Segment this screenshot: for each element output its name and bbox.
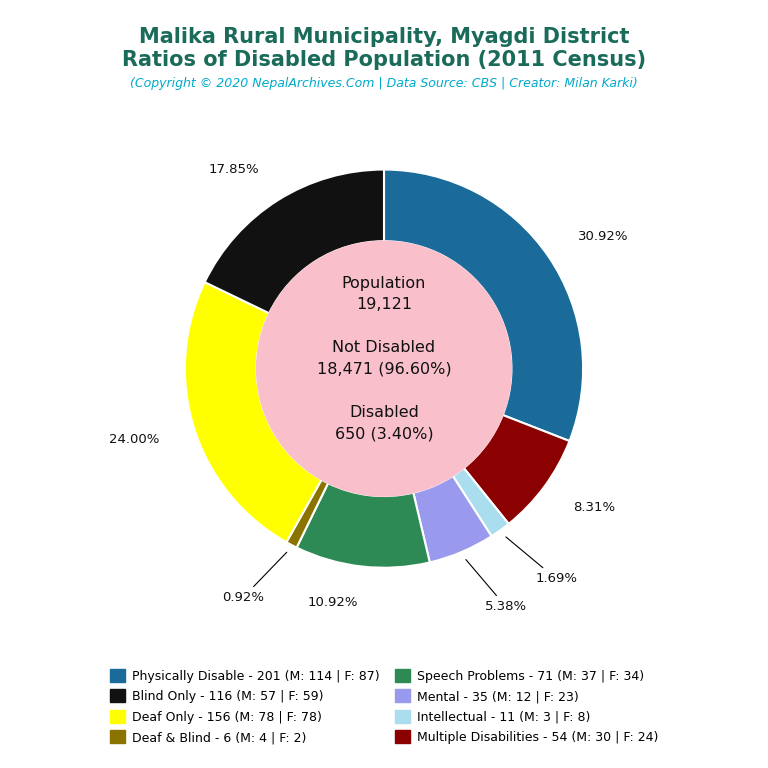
Wedge shape	[204, 170, 384, 313]
Text: Malika Rural Municipality, Myagdi District: Malika Rural Municipality, Myagdi Distri…	[139, 27, 629, 47]
Text: 5.38%: 5.38%	[466, 560, 527, 614]
Wedge shape	[464, 415, 570, 524]
Text: (Copyright © 2020 NepalArchives.Com | Data Source: CBS | Creator: Milan Karki): (Copyright © 2020 NepalArchives.Com | Da…	[130, 77, 638, 90]
Text: 10.92%: 10.92%	[307, 596, 358, 609]
Text: 24.00%: 24.00%	[110, 432, 160, 445]
Text: 1.69%: 1.69%	[506, 537, 577, 585]
Wedge shape	[453, 468, 508, 536]
Wedge shape	[384, 170, 583, 441]
Wedge shape	[296, 483, 430, 568]
Legend: Physically Disable - 201 (M: 114 | F: 87), Blind Only - 116 (M: 57 | F: 59), Dea: Physically Disable - 201 (M: 114 | F: 87…	[110, 669, 658, 744]
Text: Ratios of Disabled Population (2011 Census): Ratios of Disabled Population (2011 Cens…	[122, 50, 646, 70]
Text: 0.92%: 0.92%	[222, 552, 286, 604]
Wedge shape	[185, 282, 322, 542]
Text: Population
19,121

Not Disabled
18,471 (96.60%)

Disabled
650 (3.40%): Population 19,121 Not Disabled 18,471 (9…	[316, 276, 452, 442]
Wedge shape	[413, 476, 492, 562]
Text: 30.92%: 30.92%	[578, 230, 628, 243]
Wedge shape	[286, 480, 328, 548]
Text: 8.31%: 8.31%	[574, 502, 615, 514]
Text: 17.85%: 17.85%	[208, 163, 259, 176]
Circle shape	[257, 241, 511, 496]
